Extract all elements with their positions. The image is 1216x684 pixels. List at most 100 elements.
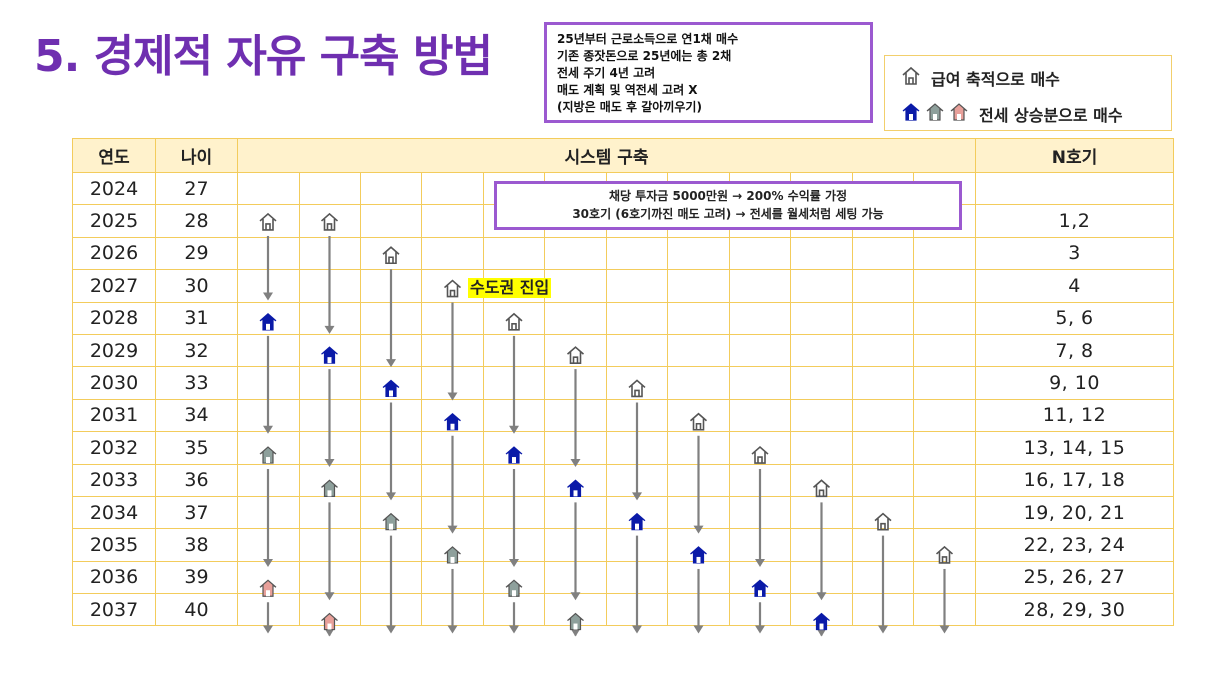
system-cell	[299, 528, 361, 562]
system-cell	[544, 528, 607, 562]
table-row: 2036 39 25, 26, 27	[72, 560, 1174, 595]
system-cell	[790, 560, 853, 595]
system-cell	[237, 236, 300, 271]
age-cell: 36	[155, 463, 238, 497]
nth-cell	[975, 171, 1174, 206]
system-cell	[790, 593, 853, 627]
year-cell: 2033	[72, 463, 156, 497]
system-cell	[667, 463, 730, 497]
system-cell	[299, 463, 361, 497]
table-row: 2030 33 9, 10	[72, 366, 1174, 400]
nth-cell: 1,2	[975, 204, 1174, 238]
table-row: 2035 38 22, 23, 24	[72, 528, 1174, 562]
nth-cell: 7, 8	[975, 333, 1174, 368]
system-cell	[360, 560, 422, 595]
legend-salary: 급여 축적으로 매수	[901, 66, 1060, 90]
system-cell	[729, 236, 791, 271]
system-cell	[237, 366, 300, 400]
system-cell	[852, 593, 914, 627]
year-cell: 2027	[72, 269, 156, 303]
system-cell	[483, 431, 545, 465]
year-cell: 2037	[72, 593, 156, 627]
system-cell	[360, 333, 422, 368]
system-cell	[852, 495, 914, 530]
annotation-line: 30호기 (6호기까진 매도 고려) → 전세를 월세처럼 세팅 가능	[572, 207, 884, 221]
system-cell	[667, 333, 730, 368]
legend-jeonse: 전세 상승분으로 매수	[901, 102, 1123, 126]
system-cell	[913, 431, 976, 465]
system-cell	[360, 398, 422, 433]
system-cell	[237, 463, 300, 497]
system-cell	[913, 560, 976, 595]
header-year: 연도	[72, 138, 156, 173]
assumption-note: 25년부터 근로소득으로 연1채 매수 기존 종잣돈으로 25년에는 총 2채 …	[544, 22, 873, 123]
system-cell	[544, 236, 607, 271]
system-cell	[299, 333, 361, 368]
system-cell	[606, 528, 668, 562]
year-cell: 2029	[72, 333, 156, 368]
system-cell	[299, 593, 361, 627]
system-cell	[421, 333, 484, 368]
system-cell	[729, 528, 791, 562]
nth-cell: 9, 10	[975, 366, 1174, 400]
system-cell	[790, 398, 853, 433]
age-cell: 29	[155, 236, 238, 271]
system-cell	[299, 269, 361, 303]
system-cell	[606, 366, 668, 400]
table-row: 2033 36 16, 17, 18	[72, 463, 1174, 497]
system-cell	[790, 333, 853, 368]
system-cell	[606, 269, 668, 303]
nth-cell: 4	[975, 269, 1174, 303]
system-cell	[913, 333, 976, 368]
system-cell	[729, 463, 791, 497]
system-cell	[913, 301, 976, 335]
arrow-head	[878, 625, 888, 634]
age-cell: 35	[155, 431, 238, 465]
arrow-head	[755, 625, 765, 634]
system-cell	[299, 398, 361, 433]
system-cell	[237, 398, 300, 433]
system-cell	[729, 495, 791, 530]
system-cell	[913, 495, 976, 530]
system-cell	[606, 333, 668, 368]
system-cell	[852, 269, 914, 303]
system-cell	[790, 431, 853, 465]
system-cell	[299, 431, 361, 465]
nth-cell: 28, 29, 30	[975, 593, 1174, 627]
system-cell	[913, 269, 976, 303]
system-cell	[360, 593, 422, 627]
system-cell	[790, 495, 853, 530]
system-cell	[852, 333, 914, 368]
age-cell: 38	[155, 528, 238, 562]
system-cell	[299, 495, 361, 530]
legend-jeonse-label: 전세 상승분으로 매수	[979, 106, 1123, 125]
year-cell: 2028	[72, 301, 156, 335]
note-line: 매도 계획 및 역전세 고려 X	[557, 83, 698, 97]
arrow-head	[509, 625, 519, 634]
arrow-head	[816, 628, 827, 637]
arrow-head	[632, 625, 642, 634]
house-blue-icon	[901, 102, 921, 126]
system-cell	[729, 593, 791, 627]
system-cell	[237, 204, 300, 238]
system-cell	[483, 593, 545, 627]
note-line: 전세 주기 4년 고려	[557, 66, 656, 80]
system-cell	[790, 269, 853, 303]
system-cell	[667, 593, 730, 627]
system-cell	[237, 528, 300, 562]
system-cell	[729, 269, 791, 303]
system-cell	[790, 463, 853, 497]
system-cell	[237, 301, 300, 335]
system-cell	[606, 463, 668, 497]
system-cell	[483, 301, 545, 335]
system-cell	[913, 236, 976, 271]
year-cell: 2026	[72, 236, 156, 271]
table-row: 2037 40 28, 29, 30	[72, 593, 1174, 627]
system-cell	[544, 463, 607, 497]
age-cell: 39	[155, 560, 238, 595]
system-cell	[667, 528, 730, 562]
system-cell	[667, 301, 730, 335]
age-cell: 30	[155, 269, 238, 303]
system-cell	[421, 398, 484, 433]
system-cell	[421, 593, 484, 627]
